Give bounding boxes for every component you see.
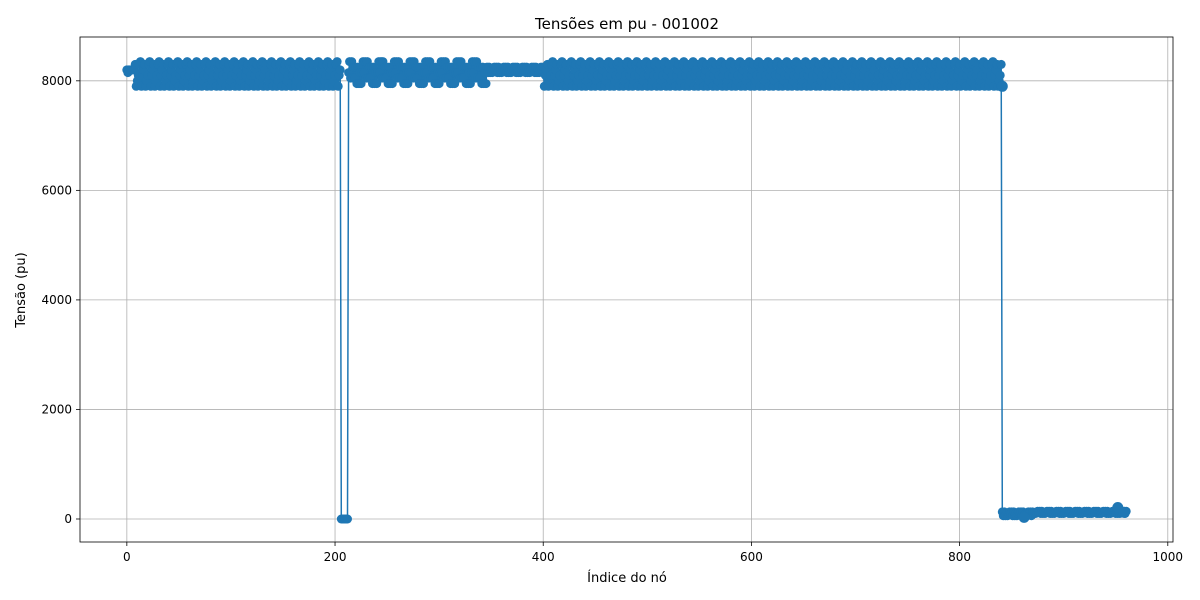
grid-layer [80,37,1173,542]
data-point [335,65,345,75]
plot-frame [79,36,1174,543]
data-point [333,81,343,91]
data-point [332,57,342,67]
y-tick-label: 2000 [41,402,72,416]
series-line [126,61,1127,520]
data-point [1118,506,1130,518]
y-axis-label: Tensão (pu) [14,252,29,328]
data-point [996,59,1006,69]
x-tick-label: 200 [324,550,347,564]
y-tick-label: 6000 [41,183,72,197]
x-tick-label: 1000 [1153,550,1184,564]
y-tick-label: 8000 [41,74,72,88]
data-point [996,80,1008,92]
chart-title: Tensões em pu - 001002 [534,15,719,33]
x-tick-label: 0 [123,550,131,564]
data-point [995,70,1005,80]
x-tick-label: 600 [740,550,763,564]
data-series [122,57,1131,524]
x-tick-label: 800 [948,550,971,564]
y-tick-label: 4000 [41,293,72,307]
x-tick-label: 400 [532,550,555,564]
axis-layer: 0 200 400 600 800 1000 0 2000 4000 6000 8000 [41,74,1183,564]
data-point [343,514,352,524]
data-point [481,79,491,89]
y-tick-label: 0 [64,512,72,526]
x-axis-label: Índice do nó [587,570,667,586]
data-point [1018,511,1030,523]
